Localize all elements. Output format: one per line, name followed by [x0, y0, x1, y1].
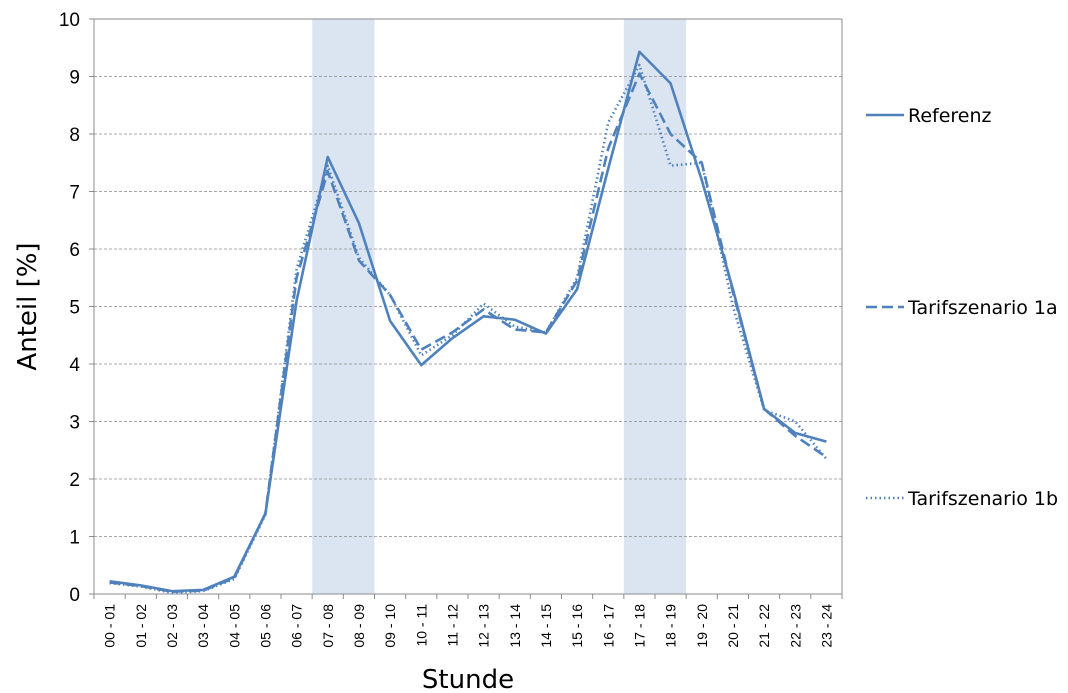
x-tick-label: 01 - 02 — [133, 604, 149, 648]
y-tick-label: 0 — [69, 585, 80, 606]
y-tick-label: 8 — [69, 125, 80, 146]
x-tick-label: 19 - 20 — [694, 604, 710, 648]
y-tick-label: 9 — [69, 68, 80, 89]
y-tick-label: 3 — [69, 413, 80, 434]
tick-labels: 0 1 2 3 4 5 6 7 8 9 10 00 - 01 01 - 02 02 - 03 03 - 04… — [59, 10, 835, 648]
x-tick-label: 14 - 15 — [538, 604, 554, 648]
x-tick-label: 22 - 23 — [787, 604, 803, 648]
x-tick-label: 06 - 07 — [289, 604, 305, 648]
x-tick-label: 20 - 21 — [725, 604, 741, 648]
y-axis-label: Anteil [%] — [13, 242, 43, 370]
series-line-3 — [109, 63, 828, 595]
y-tick-label: 2 — [69, 470, 80, 491]
x-tick-label: 04 - 05 — [226, 604, 242, 648]
x-tick-label: 10 - 11 — [413, 604, 429, 647]
x-tick-label: 07 - 08 — [320, 604, 336, 648]
y-tick-label: 7 — [69, 183, 80, 204]
x-tick-label: 12 - 13 — [476, 604, 492, 648]
x-tick-label: 16 - 17 — [600, 604, 616, 648]
y-tick-label: 5 — [69, 298, 80, 319]
x-tick-label: 00 - 01 — [102, 604, 118, 648]
legend: Referenz Tarifszenario 1a Tarifszenario 1b — [866, 105, 1058, 510]
legend-label-3: Tarifszenario 1b — [907, 488, 1058, 510]
legend-label-2: Tarifszenario 1a — [907, 297, 1058, 319]
y-tick-label: 1 — [69, 528, 80, 549]
y-tick-label: 6 — [69, 240, 80, 261]
series-line-2 — [109, 72, 828, 594]
x-axis-label: Stunde — [422, 665, 514, 693]
gridlines — [94, 76, 842, 537]
axes — [89, 18, 843, 599]
x-tick-label: 13 - 14 — [507, 604, 523, 648]
y-tick-label: 4 — [69, 355, 80, 376]
x-tick-label: 21 - 22 — [756, 604, 772, 648]
x-tick-label: 08 - 09 — [351, 604, 367, 648]
y-tick-label: 10 — [59, 10, 80, 31]
x-tick-label: 17 - 18 — [631, 604, 647, 648]
x-tick-label: 02 - 03 — [164, 604, 180, 648]
x-tick-label: 18 - 19 — [663, 604, 679, 648]
x-tick-label: 23 - 24 — [818, 604, 834, 648]
x-tick-label: 03 - 04 — [195, 604, 211, 648]
x-tick-label: 11 - 12 — [444, 604, 460, 647]
x-tick-label: 05 - 06 — [257, 604, 273, 648]
x-tick-label: 15 - 16 — [569, 604, 585, 648]
series-lines — [109, 50, 828, 595]
legend-label-1: Referenz — [908, 105, 992, 127]
x-tick-label: 09 - 10 — [382, 604, 398, 648]
